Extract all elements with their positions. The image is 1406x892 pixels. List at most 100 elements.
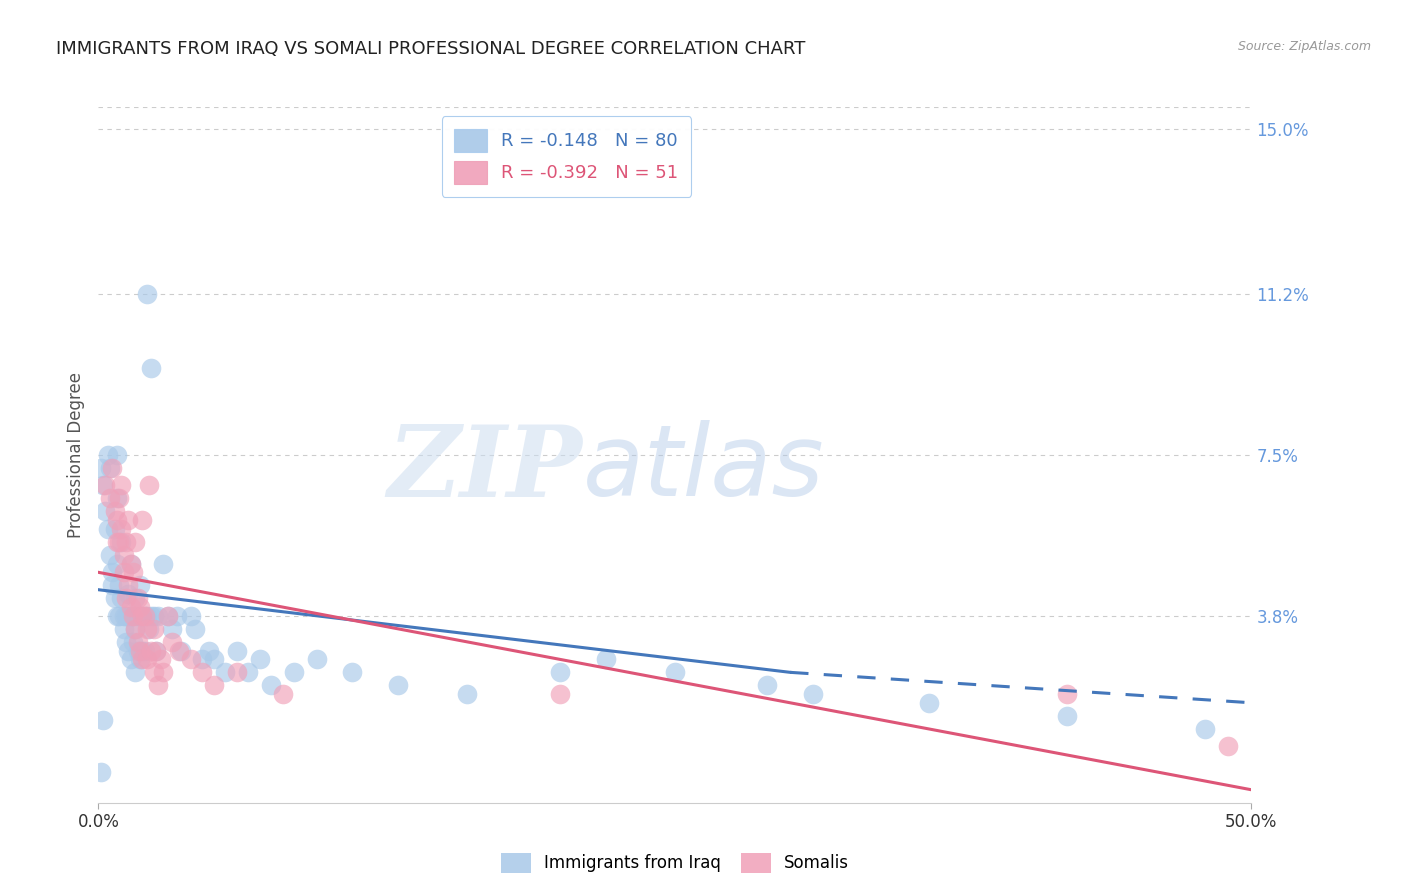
Point [108,534,131,549]
Point [105,534,128,549]
Point [120,557,142,571]
Point [101,461,124,475]
Point [127,635,149,649]
Point [131,643,153,657]
Point [271,687,294,701]
Point [148,608,170,623]
Point [260,678,283,692]
Point [115,591,138,606]
Point [184,622,207,636]
Point [124,534,146,549]
Point [180,652,202,666]
Point [97,448,120,462]
Point [191,665,214,680]
Point [94,478,117,492]
Point [131,608,153,623]
Text: ZIP: ZIP [388,421,582,517]
Point [90,765,112,780]
Point [148,678,170,692]
Point [135,622,157,636]
Point [108,578,131,592]
Point [129,608,152,623]
Y-axis label: Professional Degree: Professional Degree [66,372,84,538]
Point [101,578,124,592]
Point [156,608,179,623]
Point [152,665,174,680]
Point [340,665,363,680]
Point [117,587,139,601]
Point [142,622,165,636]
Point [110,591,132,606]
Point [110,522,132,536]
Point [103,504,125,518]
Point [167,643,190,657]
Point [91,478,114,492]
Point [110,478,132,492]
Point [141,361,163,376]
Point [191,652,214,666]
Point [115,608,138,623]
Point [198,643,221,657]
Point [101,566,124,580]
Point [120,557,142,571]
Point [105,513,128,527]
Point [145,643,167,657]
Point [124,622,146,636]
Point [142,665,165,680]
Point [225,643,247,657]
Point [134,608,156,623]
Point [115,534,138,549]
Point [238,665,260,680]
Point [105,448,128,462]
Point [1056,687,1078,701]
Point [129,600,152,615]
Point [138,622,160,636]
Point [98,548,121,562]
Point [156,608,179,623]
Point [124,665,146,680]
Point [127,591,149,606]
Point [134,643,156,657]
Point [112,548,135,562]
Point [548,687,571,701]
Point [117,513,139,527]
Text: Source: ZipAtlas.com: Source: ZipAtlas.com [1237,40,1371,54]
Point [152,557,174,571]
Point [135,652,157,666]
Point [112,566,135,580]
Point [105,491,128,506]
Point [387,678,409,692]
Point [117,643,139,657]
Point [180,608,202,623]
Point [225,665,247,680]
Point [94,504,117,518]
Point [307,652,329,666]
Point [149,652,172,666]
Point [112,608,135,623]
Point [127,643,149,657]
Point [135,608,157,623]
Point [122,635,145,649]
Point [202,678,225,692]
Point [120,652,142,666]
Point [124,622,146,636]
Point [103,591,125,606]
Point [160,622,183,636]
Point [1056,708,1078,723]
Point [917,696,939,710]
Point [108,491,131,506]
Point [134,608,156,623]
Point [110,534,132,549]
Point [103,522,125,536]
Point [138,478,160,492]
Point [283,665,305,680]
Point [124,591,146,606]
Point [127,608,149,623]
Point [108,608,131,623]
Point [160,635,183,649]
Point [129,578,152,592]
Point [91,713,114,727]
Point [202,652,225,666]
Point [98,461,121,475]
Point [120,608,142,623]
